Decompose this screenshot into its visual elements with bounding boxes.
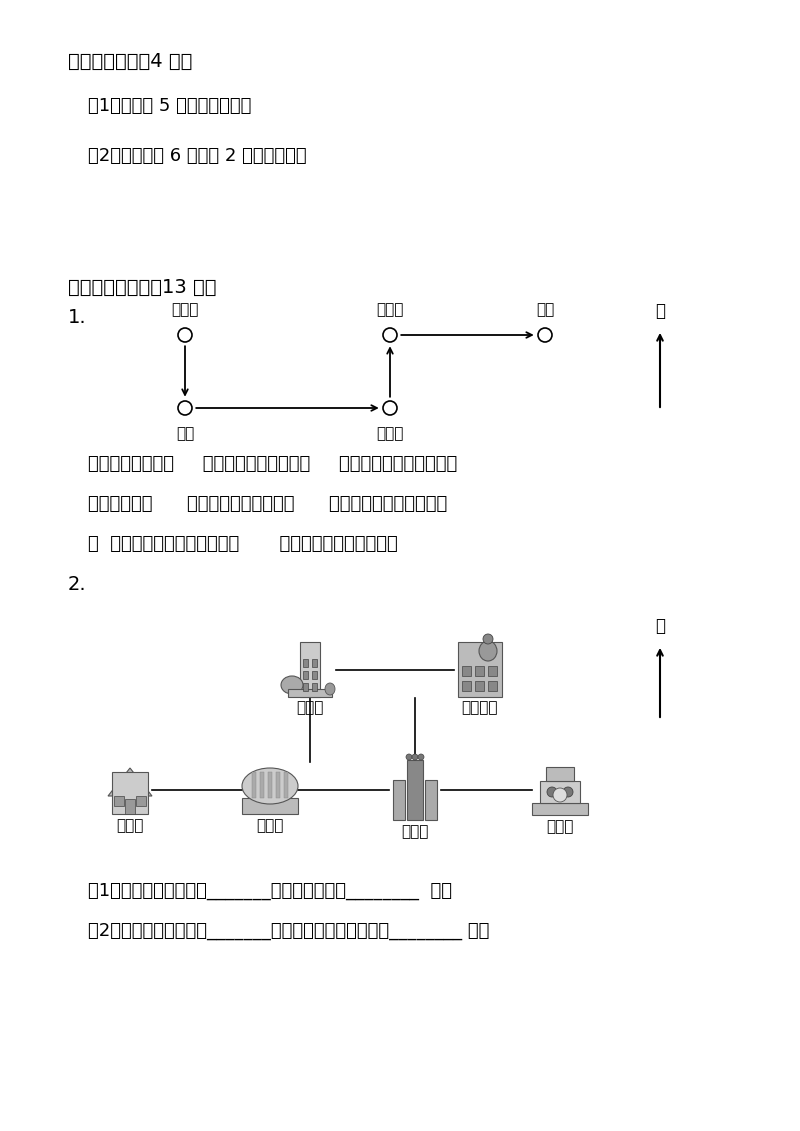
Bar [260,772,264,798]
Bar [462,681,471,691]
Bar [303,659,308,667]
Circle shape [553,788,567,802]
Bar [407,760,423,820]
Bar [546,767,574,782]
Bar [114,796,124,806]
Text: （1）体育馆在图书馆的_______面，在小明家的________  面。: （1）体育馆在图书馆的_______面，在小明家的________ 面。 [88,882,452,900]
Text: （1）画一条 5 厘米长的线段。: （1）画一条 5 厘米长的线段。 [88,97,251,115]
Text: 七、画一画。（4 分）: 七、画一画。（4 分） [68,52,192,71]
Bar [300,642,320,697]
Text: 公园: 公园 [176,426,194,441]
Ellipse shape [281,676,303,694]
Text: 出发，先向（      ）面走到公园，再向（      ）面走到游泳池，接着向: 出发，先向（ ）面走到公园，再向（ ）面走到游泳池，接着向 [88,495,447,513]
Bar [268,772,272,798]
Bar [312,683,317,691]
Bar [276,772,280,798]
Bar [540,782,580,803]
Ellipse shape [479,641,497,661]
Circle shape [563,787,573,797]
Text: 八、看图填空。（13 分）: 八、看图填空。（13 分） [68,278,217,297]
Bar [488,681,497,691]
Bar [303,671,308,679]
Circle shape [547,787,557,797]
Bar [303,683,308,691]
Bar [252,772,256,798]
Ellipse shape [325,683,335,696]
Text: 北: 北 [655,302,665,320]
Text: 学校: 学校 [536,302,554,317]
Text: 游泳池: 游泳池 [376,426,404,441]
Bar [458,642,502,697]
Bar [112,772,148,814]
Circle shape [412,754,418,760]
Text: 北: 北 [655,618,665,634]
Text: 图书馆: 图书馆 [296,700,324,715]
Text: 1.: 1. [68,308,86,327]
Bar [532,803,588,815]
Text: （  ）面走到小商店，最后向（       ）方向走就可以到学校。: （ ）面走到小商店，最后向（ ）方向走就可以到学校。 [88,535,398,553]
Text: 小明家: 小明家 [116,818,144,834]
Bar [475,666,484,676]
Text: （2）画一条比 6 厘米短 2 厘米的线段。: （2）画一条比 6 厘米短 2 厘米的线段。 [88,147,306,165]
Bar [475,681,484,691]
Bar [462,666,471,676]
Bar [393,780,405,820]
Bar [284,772,288,798]
Text: 熊猫馆: 熊猫馆 [546,819,574,834]
Circle shape [418,754,424,760]
Bar [136,796,146,806]
Text: （2）熊猫馆在科技馆的_______面，兴华小学在科技馆的________ 面。: （2）熊猫馆在科技馆的_______面，兴华小学在科技馆的________ 面。 [88,922,490,940]
Ellipse shape [242,768,298,804]
Text: 兴华小学: 兴华小学 [462,700,498,715]
Bar [312,671,317,679]
Text: 小商店: 小商店 [376,302,404,317]
Text: 小商店在学校的（     ）方向，在游泳池的（     ）方向。小明家上学从家: 小商店在学校的（ ）方向，在游泳池的（ ）方向。小明家上学从家 [88,455,458,473]
Bar [125,798,135,814]
Bar [312,659,317,667]
Circle shape [406,754,412,760]
Circle shape [483,634,493,644]
Text: 小明家: 小明家 [171,302,198,317]
Text: 科技馆: 科技馆 [402,824,429,839]
Bar [288,689,332,697]
Bar [425,780,437,820]
Bar [488,666,497,676]
Text: 体育馆: 体育馆 [256,818,284,834]
Polygon shape [108,768,152,796]
Text: 2.: 2. [68,575,86,594]
Bar [242,798,298,814]
